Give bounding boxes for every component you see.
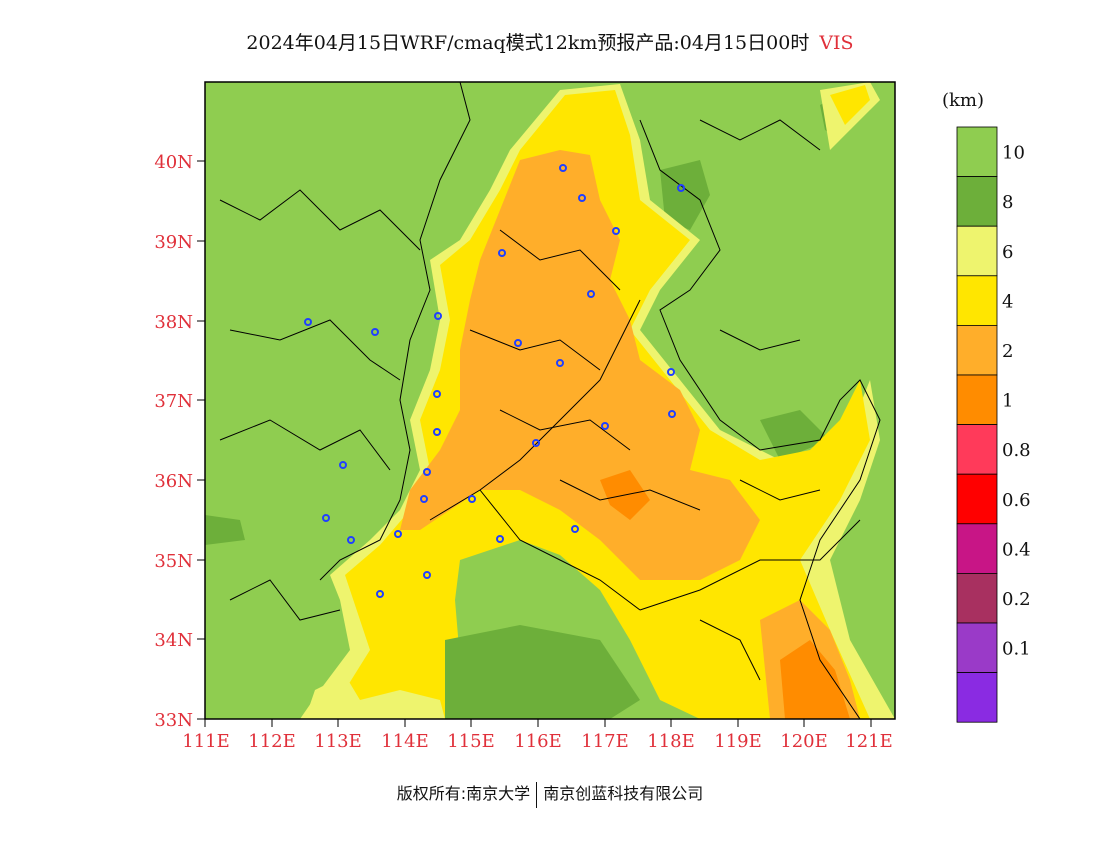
- city-marker: [434, 312, 442, 320]
- lon-label: 119E: [714, 731, 762, 752]
- city-marker: [612, 227, 620, 235]
- lat-label: 37N: [154, 391, 193, 412]
- vis-zone-lightyellow-south: [305, 675, 445, 719]
- footer-left: 版权所有:南京大学: [396, 784, 531, 803]
- city-marker: [433, 390, 441, 398]
- lon-label: 113E: [314, 731, 362, 752]
- colorbar-swatch: [956, 324, 998, 376]
- visibility-field: [205, 82, 895, 719]
- city-marker: [322, 514, 330, 522]
- colorbar-label: 10: [1002, 143, 1025, 164]
- colorbar-swatch: [956, 176, 998, 227]
- boundary-counties-east: [699, 119, 821, 681]
- city-marker: [532, 439, 540, 447]
- colorbar-swatch: [956, 573, 998, 624]
- colorbar-unit: (km): [942, 90, 985, 111]
- boundary-coast: [639, 119, 881, 719]
- colorbar-swatch: [956, 424, 998, 475]
- lon-label: 115E: [447, 731, 495, 752]
- vis-zone-darkorange: [600, 470, 850, 719]
- boundaries: [219, 82, 881, 719]
- colorbar-label: 1: [1002, 391, 1013, 412]
- lon-label: 121E: [845, 731, 893, 752]
- variable-name: VIS: [819, 32, 854, 54]
- lat-label: 38N: [154, 312, 193, 333]
- colorbar-label: 8: [1002, 192, 1013, 213]
- vis-zone-darkgreen-south: [445, 625, 640, 719]
- lat-label: 36N: [154, 471, 193, 492]
- city-marker: [420, 495, 428, 503]
- colorbar-label: 0.2: [1002, 589, 1031, 610]
- city-marker: [498, 249, 506, 257]
- city-markers: [304, 164, 685, 598]
- city-marker: [347, 536, 355, 544]
- footer-right: 南京创蓝科技有限公司: [543, 784, 704, 803]
- colorbar-label: 0.4: [1002, 539, 1031, 560]
- lon-label: 118E: [647, 731, 695, 752]
- lat-label: 35N: [154, 551, 193, 572]
- lon-label: 114E: [381, 731, 429, 752]
- colorbar-label: 4: [1002, 291, 1013, 312]
- colorbar-swatch: [956, 126, 998, 177]
- lon-label: 120E: [780, 731, 828, 752]
- lat-axis: 40N 39N 38N 37N 36N 35N 34N 33N: [154, 152, 205, 731]
- city-marker: [559, 164, 567, 172]
- lon-label: 117E: [581, 731, 629, 752]
- city-marker: [394, 530, 402, 538]
- colorbar-label: 0.1: [1002, 639, 1031, 660]
- city-marker: [514, 339, 522, 347]
- city-marker: [423, 571, 431, 579]
- city-marker: [376, 590, 384, 598]
- colorbar-swatch: [956, 374, 998, 425]
- city-marker: [304, 318, 312, 326]
- boundary-shandong-henan: [479, 489, 641, 611]
- city-marker: [571, 525, 579, 533]
- city-marker: [339, 461, 347, 469]
- city-marker: [587, 290, 595, 298]
- city-marker: [601, 422, 609, 430]
- city-marker: [423, 468, 431, 476]
- map-title: 2024年04月15日WRF/cmaq模式12km预报产品:04月15日00时 V…: [0, 28, 1100, 55]
- title-text: 2024年04月15日WRF/cmaq模式12km预报产品:04月15日00时: [246, 32, 810, 54]
- lat-label: 33N: [154, 710, 193, 731]
- colorbar-label: 6: [1002, 242, 1013, 263]
- city-marker: [496, 535, 504, 543]
- lon-axis: 111E 112E 113E 114E 115E 116E 117E 118E …: [182, 719, 893, 752]
- colorbar: 10 8 6 4 2 1 0.8 0.6 0.4 0.2 0.1: [956, 126, 1031, 723]
- lat-label: 40N: [154, 152, 193, 173]
- city-marker: [371, 328, 379, 336]
- colorbar-swatch: [956, 523, 998, 574]
- city-marker: [468, 495, 476, 503]
- vis-zone-orange: [400, 150, 860, 719]
- boundary-counties-west: [219, 189, 421, 621]
- colorbar-swatch: [956, 672, 998, 723]
- footer-separator: [536, 781, 538, 808]
- copyright-footer: 版权所有:南京大学 南京创蓝科技有限公司: [0, 780, 1100, 808]
- city-marker: [556, 359, 564, 367]
- lat-label: 34N: [154, 630, 193, 651]
- lon-label: 116E: [514, 731, 562, 752]
- colorbar-swatch: [956, 225, 998, 277]
- colorbar-swatch: [956, 622, 998, 673]
- city-marker: [433, 428, 441, 436]
- boundary-jiangsu: [639, 519, 861, 611]
- lat-label: 39N: [154, 232, 193, 253]
- city-marker: [677, 184, 685, 192]
- boundary-shanxi-hebei: [319, 82, 471, 581]
- lon-label: 112E: [248, 731, 296, 752]
- colorbar-label: 0.6: [1002, 490, 1031, 511]
- colorbar-swatch: [956, 473, 998, 525]
- colorbar-label: 0.8: [1002, 440, 1031, 461]
- colorbar-swatch: [956, 275, 998, 326]
- city-marker: [668, 410, 676, 418]
- city-marker: [578, 194, 586, 202]
- boundary-counties-central: [469, 229, 701, 511]
- city-marker: [667, 368, 675, 376]
- lon-label: 111E: [182, 731, 230, 752]
- colorbar-label: 2: [1002, 341, 1013, 362]
